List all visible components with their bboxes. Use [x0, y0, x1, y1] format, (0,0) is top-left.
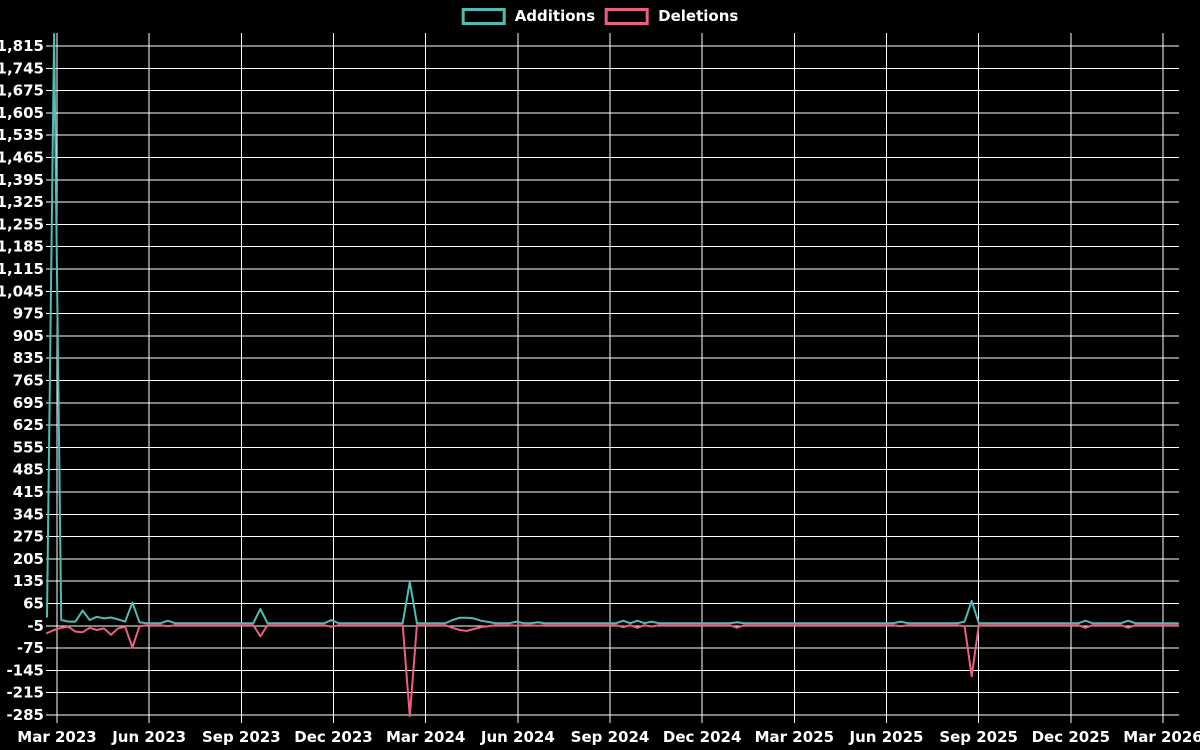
deletions-legend-label: Deletions	[658, 7, 739, 25]
y-axis-tick-label: 975	[13, 305, 44, 323]
y-axis-tick-label: 135	[13, 572, 44, 590]
additions-swatch-icon	[461, 8, 506, 25]
y-axis-tick-label: 1,395	[0, 171, 44, 189]
x-axis-tick-label: Jun 2025	[849, 728, 924, 746]
x-axis-tick-label: Sep 2024	[571, 728, 650, 746]
y-axis-tick-label: -145	[6, 661, 44, 679]
y-axis-tick-label: 415	[13, 483, 44, 501]
y-axis-tick-label: 205	[13, 550, 44, 568]
y-axis-tick-label: 1,325	[0, 193, 44, 211]
y-axis-tick-label: 625	[13, 416, 44, 434]
y-axis-tick-label: 1,815	[0, 37, 44, 55]
x-axis-tick-label: Mar 2025	[755, 728, 834, 746]
y-axis-tick-label: 555	[13, 438, 44, 456]
x-axis-tick-label: Sep 2025	[939, 728, 1018, 746]
x-axis-tick-label: Mar 2026	[1123, 728, 1200, 746]
y-axis-tick-label: 835	[13, 349, 44, 367]
deletions-series-line	[46, 624, 1179, 717]
deletions-swatch-icon	[605, 8, 650, 25]
y-axis-tick-label: 1,465	[0, 149, 44, 167]
y-axis-tick-label: 1,185	[0, 238, 44, 256]
y-axis-tick-label: 695	[13, 394, 44, 412]
y-axis-tick-label: 1,535	[0, 126, 44, 144]
y-axis-tick-label: -285	[6, 706, 44, 724]
x-axis-tick-label: Mar 2024	[386, 728, 465, 746]
y-axis-tick-label: 65	[23, 595, 44, 613]
y-axis-tick-label: 485	[13, 461, 44, 479]
y-axis-tick-label: 1,675	[0, 82, 44, 100]
y-axis-tick-label: 765	[13, 372, 44, 390]
y-axis-tick-label: 905	[13, 327, 44, 345]
x-axis-tick-label: Mar 2023	[17, 728, 96, 746]
y-axis-tick-label: 1,255	[0, 215, 44, 233]
chart-legend: Additions Deletions	[461, 7, 738, 25]
y-axis-tick-label: 1,045	[0, 282, 44, 300]
legend-item-additions: Additions	[461, 7, 596, 25]
y-axis-tick-label: 275	[13, 528, 44, 546]
y-axis-tick-label: -215	[6, 684, 44, 702]
y-axis-tick-label: -75	[17, 639, 44, 657]
legend-item-deletions: Deletions	[605, 8, 738, 25]
y-axis-tick-label: -5	[27, 617, 44, 635]
additions-series-line	[46, 32, 1179, 625]
x-axis-tick-label: Sep 2023	[202, 728, 281, 746]
y-axis-tick-label: 345	[13, 505, 44, 523]
x-axis-tick-label: Dec 2025	[1032, 728, 1111, 746]
y-axis-tick-label: 1,745	[0, 59, 44, 77]
x-axis-tick-label: Jun 2023	[111, 728, 186, 746]
x-axis-tick-label: Dec 2024	[663, 728, 742, 746]
x-axis-tick-label: Jun 2024	[480, 728, 555, 746]
x-axis-tick-label: Dec 2023	[294, 728, 373, 746]
y-axis-tick-label: 1,605	[0, 104, 44, 122]
additions-legend-label: Additions	[514, 7, 596, 25]
y-axis-tick-label: 1,115	[0, 260, 44, 278]
